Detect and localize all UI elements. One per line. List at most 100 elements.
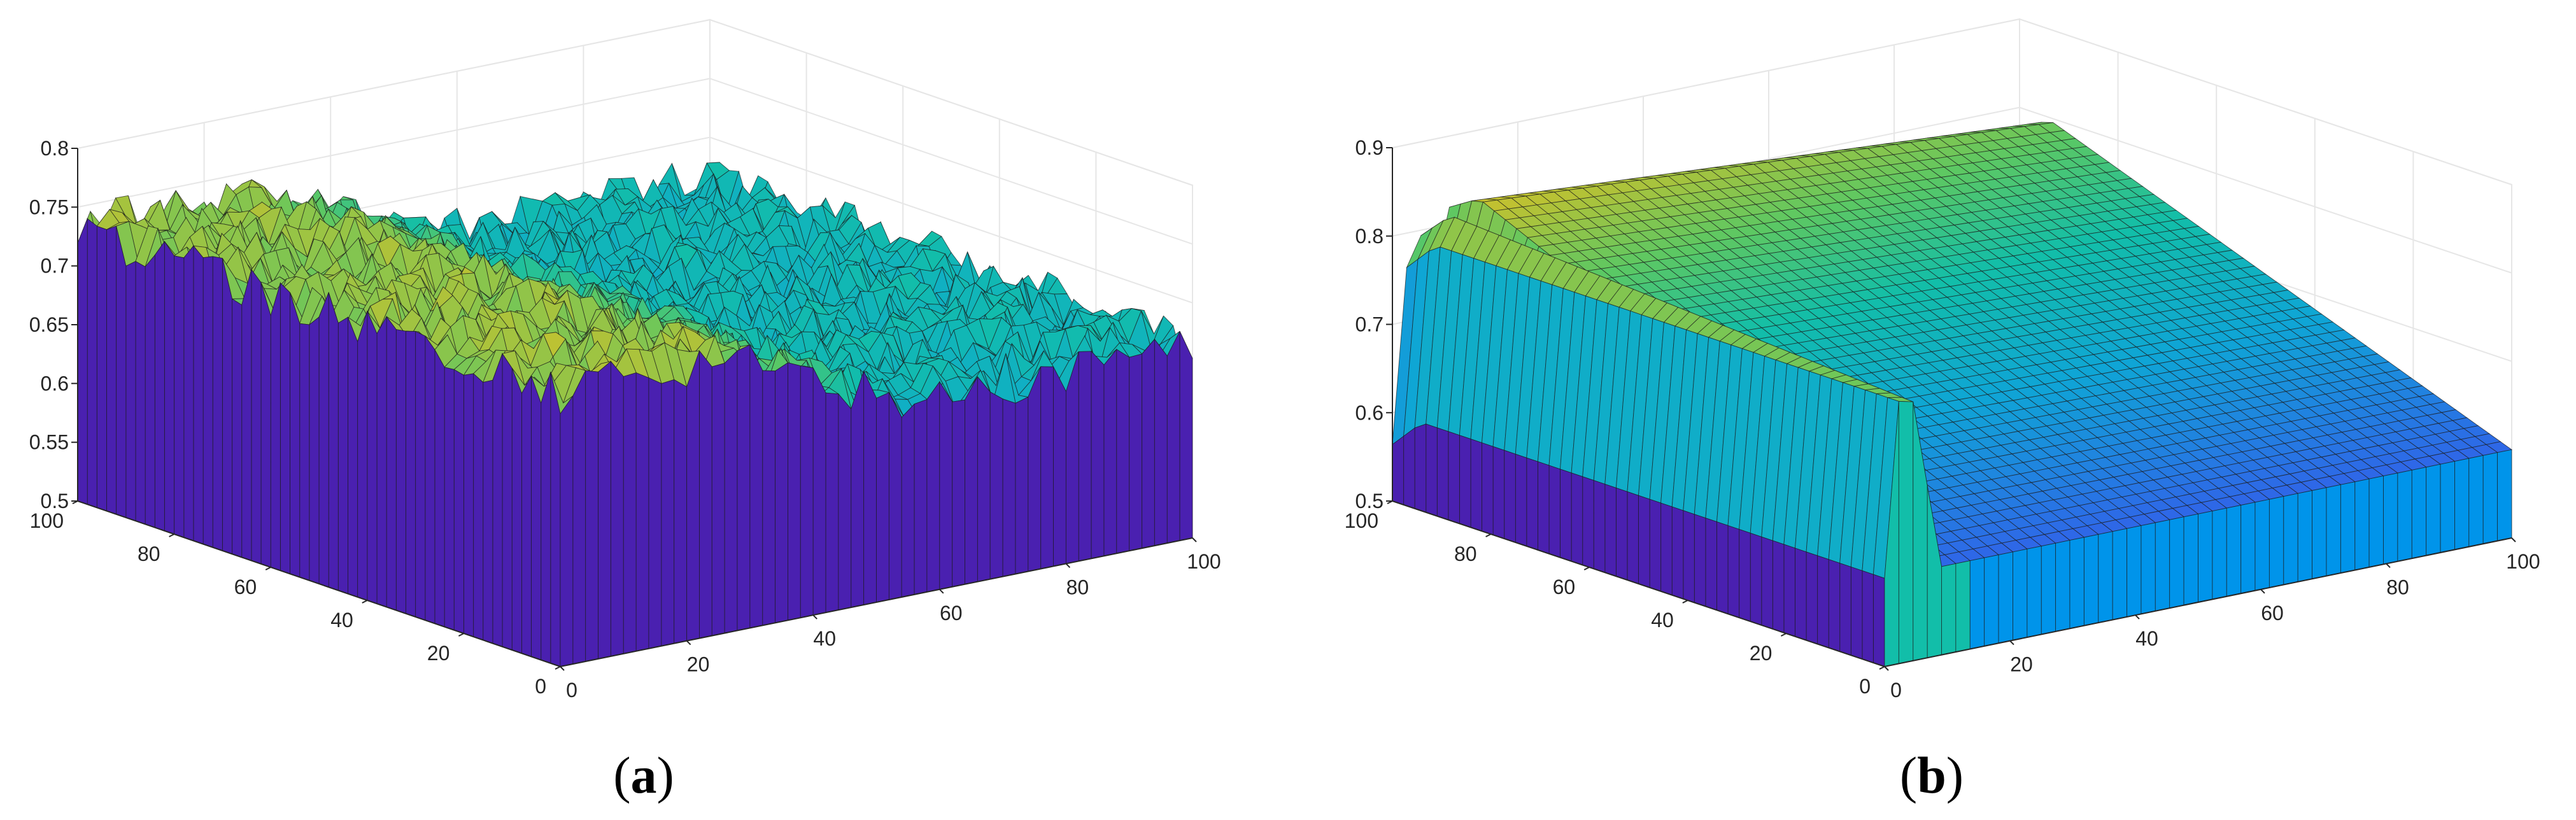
wall-patch-left	[1504, 449, 1516, 543]
wall-patch-left	[1627, 491, 1639, 584]
wall-patch-front	[711, 362, 725, 637]
wall-patch-left	[1436, 427, 1449, 521]
wall-patch-front	[2098, 531, 2113, 623]
wall-patch-left	[1795, 548, 1807, 641]
y-tick-label: 100	[30, 509, 64, 532]
x-tick-label: 80	[1066, 576, 1089, 598]
y-tick	[169, 534, 175, 537]
wall-patch-front	[2254, 498, 2270, 591]
wall-patch-front	[1040, 366, 1054, 570]
wall-patch-left	[232, 298, 243, 558]
wall-patch-front	[2326, 484, 2341, 577]
wall-patch-front	[939, 381, 953, 590]
grid-line-z	[77, 78, 1193, 245]
wall-patch-left	[270, 283, 281, 571]
wall-patch-left	[405, 330, 416, 618]
wall-patch-front	[674, 379, 688, 644]
wall-patch-front	[2368, 476, 2384, 568]
panel-b-caption: (b)	[1900, 746, 1964, 804]
x-tick	[1065, 563, 1071, 569]
y-tick-label: 0	[535, 675, 546, 698]
wall-patch-front	[977, 376, 991, 583]
y-tick	[1485, 534, 1492, 537]
wall-patch-left	[1537, 461, 1550, 555]
wall-patch-left	[1750, 532, 1762, 626]
wall-patch-left	[444, 367, 455, 631]
wall-patch-left	[337, 316, 348, 595]
wall-patch-front	[2340, 481, 2356, 574]
wall-patch-front	[1969, 557, 1985, 650]
wall-patch-left	[202, 256, 213, 548]
surface-plot-b: 0 20 40 60 80 100 0 20 40 60 80 100 0.5 0.6 0.7 0.8 0.9 …	[1288, 0, 2576, 820]
x-tick	[2260, 589, 2265, 594]
wall-patch-left	[1426, 423, 1438, 517]
wall-patch-left	[309, 316, 320, 584]
wall-patch-front	[1091, 350, 1105, 559]
wall-patch-front	[1015, 396, 1029, 575]
wall-patch-left	[386, 315, 397, 611]
wall-patch-left	[1492, 446, 1505, 539]
wall-patch-left	[1783, 544, 1795, 637]
x-tick-label: 20	[687, 653, 710, 676]
wall-patch-front	[2127, 525, 2142, 618]
wall-patch-front	[2027, 546, 2042, 638]
wall-patch-front	[965, 376, 978, 585]
wall-patch-front	[2397, 469, 2412, 562]
x-tick	[560, 666, 565, 671]
wall-patch-front	[1941, 563, 1957, 656]
wall-patch-front	[610, 360, 624, 657]
wall-patch-front	[2354, 478, 2370, 571]
wall-patch-left	[531, 376, 542, 661]
wall-patch-front	[724, 350, 738, 634]
y-tick	[1583, 567, 1590, 570]
wall-patch-left	[511, 368, 522, 654]
wall-patch-front	[1103, 348, 1117, 556]
wall-patch-front	[812, 367, 826, 616]
wall-patch-left	[87, 218, 97, 509]
wall-patch-front	[2497, 449, 2512, 542]
wall-patch-left	[367, 311, 378, 604]
x-tick-label: 100	[1187, 550, 1221, 573]
wall-patch-front	[686, 350, 700, 642]
wall-patch-front	[737, 344, 751, 631]
wall-patch-front	[1142, 338, 1155, 549]
wall-patch-left	[1772, 540, 1785, 633]
wall-patch-left	[1705, 518, 1717, 611]
y-axis-line	[77, 500, 561, 667]
wall-patch-left	[1638, 495, 1650, 588]
z-tick-label: 0.9	[1355, 136, 1384, 159]
wall-patch-front	[623, 372, 637, 654]
y-tick-label: 80	[138, 542, 160, 565]
wall-patch-left	[193, 244, 204, 545]
wall-patch-left	[1649, 498, 1662, 592]
wall-patch-left	[1482, 442, 1494, 535]
wall-patch-front	[825, 392, 839, 613]
wall-patch-front	[1998, 551, 2013, 644]
wall-patch-left	[1761, 536, 1773, 630]
wall-patch-left	[376, 315, 387, 608]
surface-plot-a-svg: 0204060801000204060801000.50.550.60.650.…	[29, 18, 1221, 804]
wall-patch-front	[1078, 351, 1092, 562]
wall-patch-front	[2240, 502, 2256, 594]
wall-patch-front	[851, 371, 865, 608]
wall-patch-front	[2454, 458, 2470, 550]
x-tick	[2386, 563, 2391, 569]
x-tick	[686, 640, 691, 646]
wall-patch-left	[1571, 472, 1583, 566]
wall-patch-front	[2212, 507, 2227, 600]
wall-patch-front	[2083, 534, 2099, 626]
wall-patch-left	[1459, 435, 1471, 528]
wall-patch-front	[635, 372, 649, 652]
wall-patch-front	[2468, 455, 2484, 548]
wall-patch-front	[876, 392, 889, 603]
wall-patch-front	[888, 392, 902, 600]
wall-patch-front	[1129, 353, 1143, 551]
wall-patch-left	[280, 282, 290, 575]
wall-patch-left	[1839, 562, 1851, 656]
z-tick-label: 0.5	[41, 490, 69, 512]
wall-patch-left	[1560, 469, 1572, 562]
z-tick-label: 0.7	[41, 255, 69, 278]
wall-patch-front	[863, 371, 877, 605]
wall-patch-front	[989, 391, 1003, 580]
wall-patch-front	[2169, 516, 2184, 609]
